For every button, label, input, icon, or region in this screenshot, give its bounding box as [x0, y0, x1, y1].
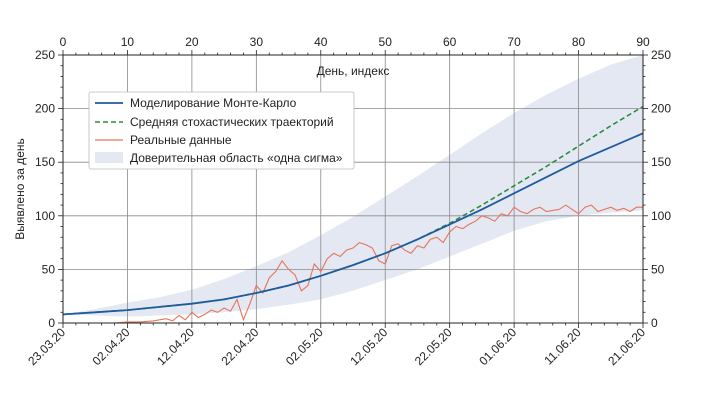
series-monte-carlo-line	[62, 132, 644, 316]
x-top-tick-label: 60	[443, 35, 457, 49]
y-right-tick-label: 250	[651, 48, 671, 62]
x-date-tick-label: 23.03.20	[25, 325, 68, 368]
x-date-tick-label: 01.06.20	[476, 325, 519, 368]
y-left-tick-label: 0	[48, 316, 55, 330]
series-real-data-line	[63, 204, 643, 324]
x-date-tick-label: 11.06.20	[541, 325, 584, 368]
x-date-tick-label: 12.04.20	[154, 325, 197, 368]
legend: Моделирование Монте-Карло Средняя стохас…	[88, 91, 355, 170]
y-right-tick-label: 100	[651, 209, 671, 223]
x-top-tick-label: 20	[185, 35, 199, 49]
x-date-tick-label: 22.05.20	[412, 325, 455, 368]
y-right-tick-label: 150	[651, 155, 671, 169]
x-top-tick-label: 40	[314, 35, 328, 49]
legend-box	[88, 91, 355, 170]
x-top-tick-label: 10	[121, 35, 135, 49]
y-right-tick-label: 50	[651, 262, 665, 276]
legend-swatch-sigma-band	[95, 152, 123, 163]
legend-label-real-data: Реальные данные	[130, 133, 232, 147]
x-top-tick-label: 30	[250, 35, 264, 49]
x-date-tick-label: 22.04.20	[219, 325, 262, 368]
legend-label-sigma-band: Доверительная область «одна сигма»	[130, 151, 343, 165]
y-left-tick-label: 200	[35, 102, 55, 116]
x-top-tick-label: 0	[60, 35, 67, 49]
x-top-tick-label: 50	[379, 35, 393, 49]
plot-frame	[62, 54, 644, 324]
y-axis-title: Выявлено за день	[13, 138, 27, 240]
legend-label-mean-trajectory: Средняя стохастических траекторий	[130, 115, 334, 129]
y-left-tick-label: 150	[35, 155, 55, 169]
x-top-tick-label: 70	[507, 35, 521, 49]
y-left-tick-label: 250	[35, 48, 55, 62]
y-left-tick-label: 50	[42, 262, 56, 276]
y-right-tick-label: 200	[651, 102, 671, 116]
x-date-tick-label: 21.06.20	[605, 325, 648, 368]
legend-label-monte-carlo: Моделирование Монте-Карло	[130, 96, 297, 110]
x-top-tick-label: 80	[572, 35, 586, 49]
y-right-tick-label: 0	[651, 316, 658, 330]
x-top-tick-label: 90	[636, 35, 650, 49]
x-date-tick-label: 02.05.20	[283, 325, 326, 368]
x-date-tick-label: 02.04.20	[90, 325, 133, 368]
x-date-tick-label: 12.05.20	[347, 325, 390, 368]
y-left-tick-label: 100	[35, 209, 55, 223]
x-top-axis-title: День, индекс	[317, 64, 390, 78]
